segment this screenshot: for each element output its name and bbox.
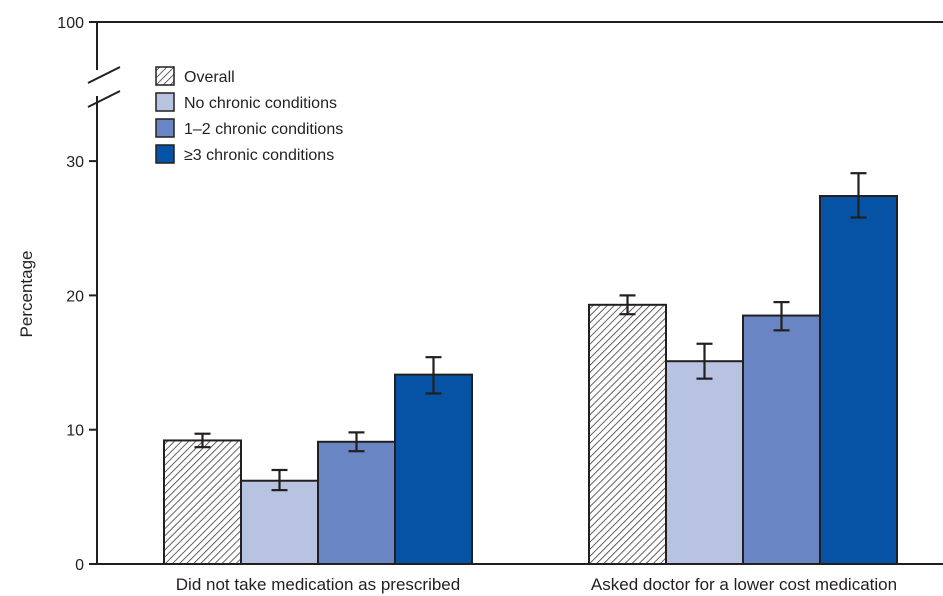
y-axis-title: Percentage: [17, 251, 36, 338]
legend: Overall No chronic conditions 1–2 chronic …: [155, 66, 343, 164]
bar: [742, 314, 821, 566]
y-tick-label: 0: [75, 557, 84, 574]
legend-swatch: [155, 118, 175, 138]
legend-swatch: [155, 144, 175, 164]
y-tick-label: 100: [57, 15, 84, 32]
bar: [665, 360, 744, 565]
error-bar: [619, 294, 636, 316]
axis-break-mark: [87, 66, 121, 84]
bar: [240, 479, 319, 566]
legend-label: ≥3 chronic conditions: [184, 147, 334, 164]
bar: [394, 373, 473, 565]
x-category-label: Did not take medication as prescribed: [176, 575, 460, 594]
bar: [819, 195, 898, 565]
error-bar: [271, 468, 288, 492]
legend-label: Overall: [184, 69, 235, 86]
y-tick-label: 30: [66, 154, 84, 171]
axis-break-mark: [87, 90, 121, 108]
bar: [317, 440, 396, 565]
legend-swatch: [155, 92, 175, 112]
error-bar: [773, 301, 790, 332]
error-bar: [425, 356, 442, 395]
error-bar: [696, 342, 713, 380]
bars-group: [163, 172, 898, 566]
x-category-label: Asked doctor for a lower cost medication: [591, 575, 897, 594]
legend-label: No chronic conditions: [184, 95, 337, 112]
legend-swatch: [155, 66, 175, 86]
error-bar: [348, 431, 365, 453]
bar: [588, 303, 667, 565]
legend-label: 1–2 chronic conditions: [184, 121, 343, 138]
bar: [163, 439, 242, 565]
y-tick-label: 10: [66, 423, 84, 440]
y-tick-label: 20: [66, 288, 84, 305]
error-bar: [194, 432, 211, 449]
error-bar: [850, 172, 867, 219]
